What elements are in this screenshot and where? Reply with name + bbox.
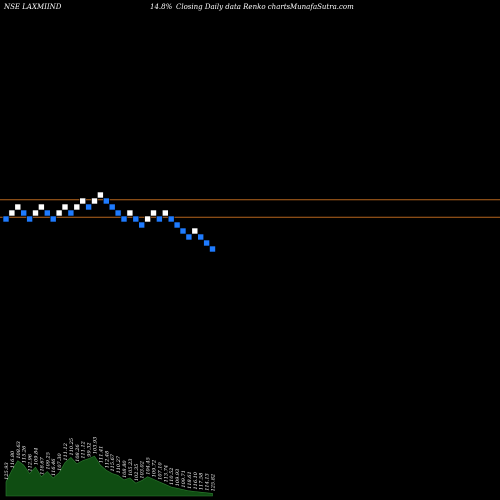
volume-label: 110.52 [169,468,175,486]
renko-brick-down [173,221,181,229]
volume-label: 110.25 [69,438,75,456]
volume-label: 103.02 [140,461,146,479]
renko-brick-down [138,221,145,229]
renko-brick-down [85,203,92,211]
volume-label: 108.80 [122,460,128,478]
renko-brick-up [8,209,16,217]
renko-brick-down [156,215,163,223]
volume-label: 105.23 [128,459,134,477]
volume-label: 118.61 [187,471,193,489]
volume-label: 112.96 [28,453,34,471]
volume-label: 107.30 [57,453,63,471]
renko-brick-down [203,239,210,247]
volume-label: 125.93 [4,462,10,480]
renko-brick-down [167,215,175,223]
volume-label: 109.25 [45,452,51,470]
renko-brick-up [73,203,81,211]
renko-brick-up [38,203,45,211]
volume-label: 107.10 [157,462,163,480]
volume-area [5,455,213,497]
chart-description-label: Closing Daily data Renko charts [176,3,291,11]
volume-label: 115.26 [22,445,28,463]
renko-brick-up [162,209,169,217]
renko-brick-down [179,227,187,235]
volume-label: 109.72 [152,460,158,478]
volume-label: 108.26 [75,444,81,462]
renko-brick-down [49,215,57,223]
site-label: MunafaSutra.com [290,3,354,11]
renko-brick-down [67,209,75,217]
renko-brick-up [191,227,199,235]
volume-label: 103.93 [93,437,99,455]
renko-brick-down [108,203,116,211]
renko-brick-down [20,209,28,217]
renko-brick-up [32,209,39,217]
volume-label: 116.80 [10,450,16,468]
volume-label: 109.84 [34,448,40,466]
volume-label: 112.48 [104,451,110,469]
volume-label: 109.93 [175,469,181,487]
renko-brick-down [132,215,140,223]
renko-brick-up [126,209,134,217]
renko-brick-up [14,203,22,211]
symbol-label: NSE LAXMIIND [4,3,62,11]
volume-label: 115.67 [110,453,116,471]
volume-label: 102.35 [134,464,140,482]
renko-brick-down [120,215,128,223]
volume-label: 116.10 [193,471,199,489]
volume-label: 111.12 [63,443,69,461]
volume-label: 116.46 [51,458,57,476]
renko-brick-down [114,209,122,217]
renko-brick-up [150,209,157,217]
volume-label: 110.27 [116,455,122,473]
renko-brick-down [209,245,216,253]
renko-brick-up [97,191,104,199]
renko-brick-up [91,197,98,205]
volume-label: 118.67 [39,456,45,474]
renko-brick-up [144,215,151,223]
renko-brick-up [79,197,86,205]
renko-brick-down [103,197,110,205]
volume-label: 104.45 [146,457,152,475]
volume-label: 114.13 [205,473,211,491]
renko-brick-up [61,203,69,211]
renko-brick-down [197,233,204,241]
volume-label: 109.71 [181,470,187,488]
volume-label: 111.41 [98,446,104,464]
renko-brick-down [26,215,33,223]
volume-label: 108.63 [16,441,22,459]
volume-label: 117.58 [199,473,205,491]
renko-brick-down [43,209,51,217]
volume-label: 99.32 [87,442,93,456]
renko-brick-down [2,215,10,223]
volume-label: 111.12 [81,441,87,459]
volume-label: 113.74 [163,465,169,483]
renko-brick-down [185,233,193,241]
renko-brick-up [55,209,63,217]
volume-label: 125.82 [211,474,217,492]
change-percent-label: 14.8% [150,3,173,11]
